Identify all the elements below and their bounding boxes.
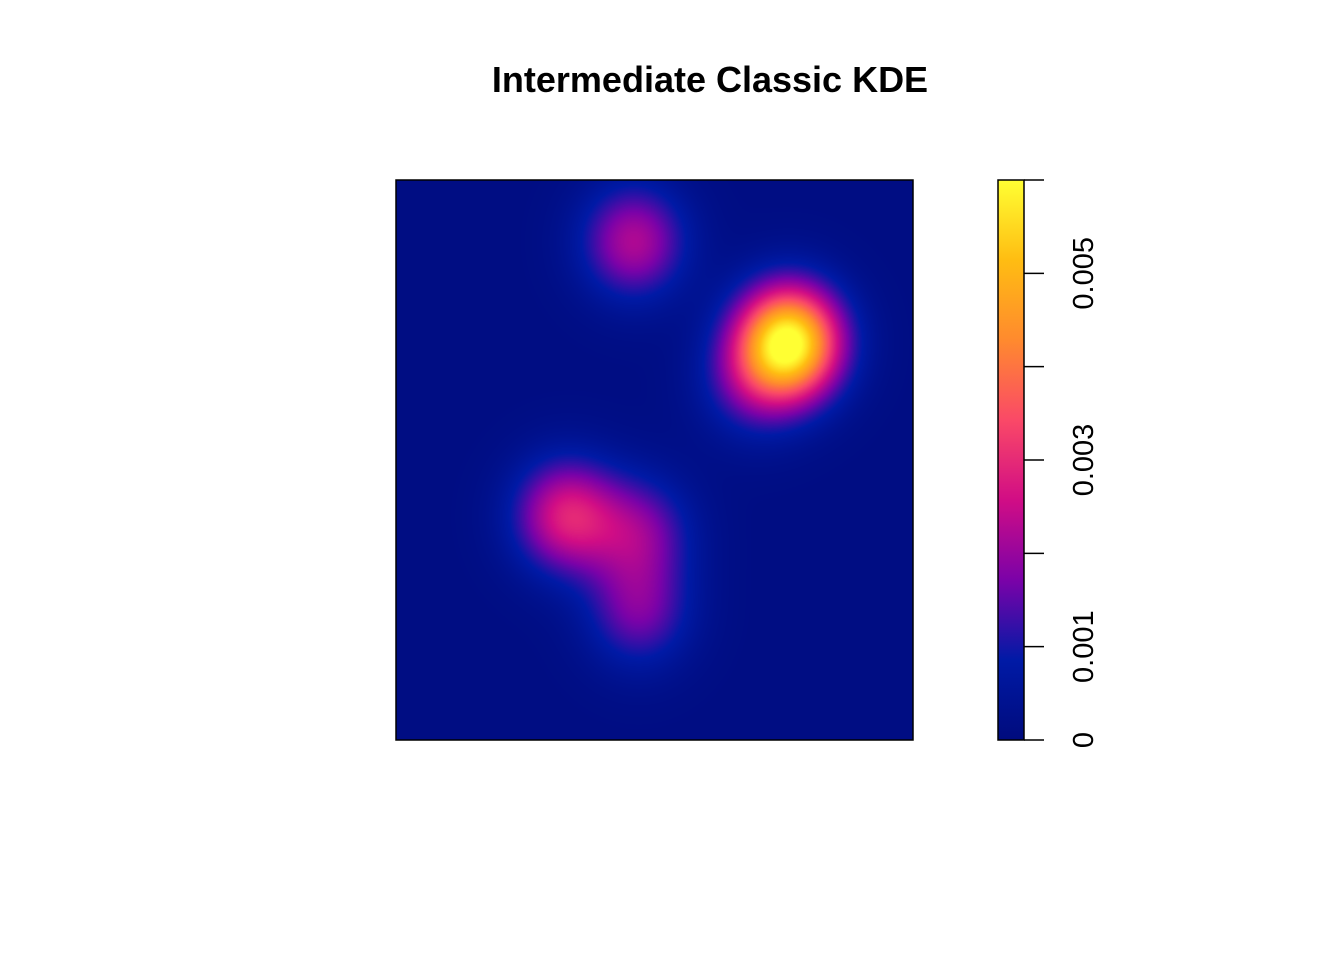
color-legend: 0 0.001 0.003 0.005: [997, 179, 1100, 748]
colorbar-tick-label: 0.001: [1068, 610, 1100, 683]
density-plot-panel: [395, 179, 914, 741]
chart-title: Intermediate Classic KDE: [492, 59, 928, 100]
colorbar-tick-label: 0.003: [1068, 424, 1100, 497]
colorbar: [998, 180, 1024, 740]
plot-frame: [395, 179, 914, 741]
colorbar-tick-label: 0: [1068, 732, 1100, 748]
density-heatmap: [396, 180, 913, 740]
colorbar-tick-label: 0.005: [1068, 237, 1100, 310]
